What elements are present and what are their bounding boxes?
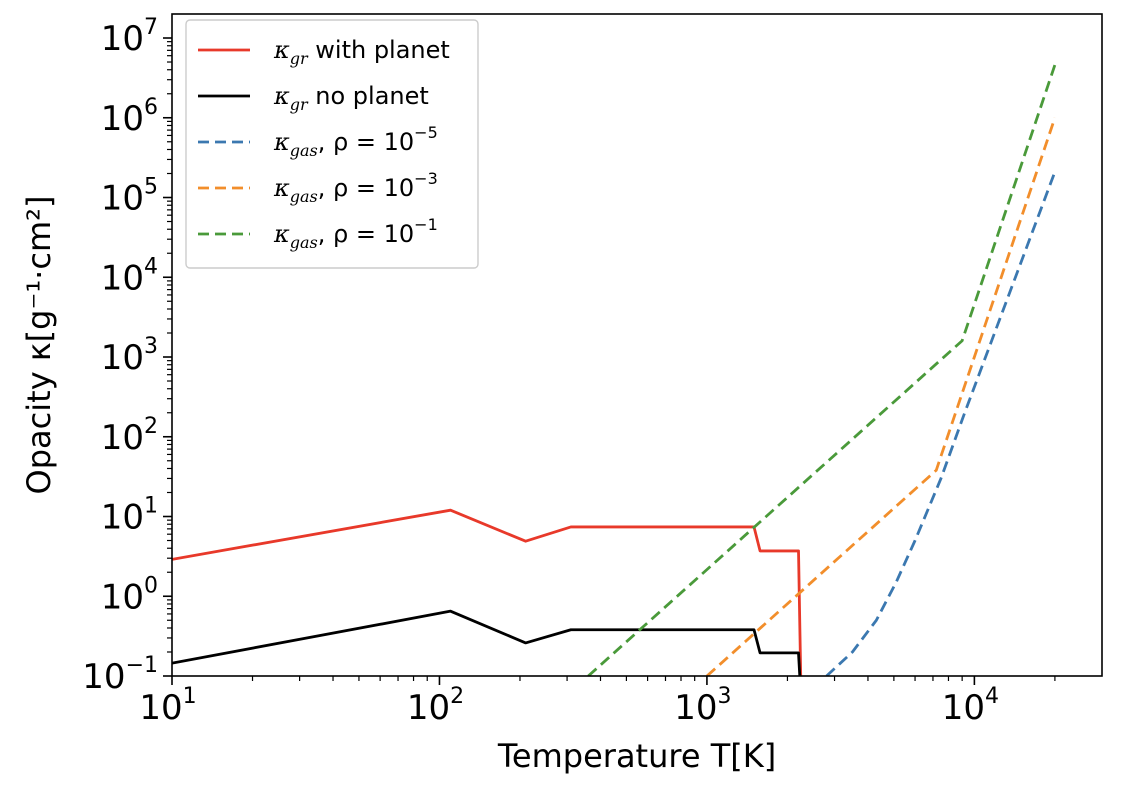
y-tick-label: 10−1: [82, 653, 158, 697]
y-tick-labels: 10−1 100 101 102 103 104 105 106 107: [82, 15, 158, 697]
y-tick-label: 104: [101, 254, 158, 298]
x-tick-label: 104: [942, 684, 999, 728]
series-line-4: [587, 64, 1057, 676]
legend: κgr with planet κgr no planet κgas, ρ = 10…: [185, 19, 479, 269]
legend-label: κgas, ρ = 10−5: [273, 123, 438, 160]
series-line-1: [172, 609, 802, 676]
series-layer: [172, 64, 1057, 676]
series-line-0: [172, 508, 803, 676]
y-tick-label: 101: [101, 494, 158, 538]
major-ticks: [163, 37, 976, 685]
x-tick-label: 101: [139, 684, 196, 728]
y-tick-label: 100: [101, 573, 158, 617]
legend-label: κgr no planet: [273, 82, 429, 114]
legend-box: [185, 19, 479, 269]
y-tick-label: 105: [101, 175, 158, 219]
x-tick-label: 103: [674, 684, 731, 728]
y-tick-label: 102: [101, 414, 158, 458]
y-tick-label: 103: [101, 334, 158, 378]
x-tick-label: 102: [407, 684, 464, 728]
y-tick-label: 107: [101, 15, 158, 59]
minor-ticks: [167, 41, 1056, 681]
legend-label: κgas, ρ = 10−3: [273, 169, 438, 206]
x-tick-labels: 101 102 103 104: [139, 684, 999, 728]
y-tick-label: 106: [101, 95, 158, 139]
legend-label: κgr with planet: [273, 36, 450, 68]
x-axis-label: Temperature T[K]: [497, 737, 776, 775]
plot-frame: [171, 13, 1103, 677]
series-line-2: [825, 171, 1057, 676]
y-axis-label: Opacity κ[g⁻¹·cm²]: [20, 196, 58, 495]
series-line-3: [705, 117, 1057, 676]
legend-label: κgas, ρ = 10−1: [273, 215, 438, 252]
